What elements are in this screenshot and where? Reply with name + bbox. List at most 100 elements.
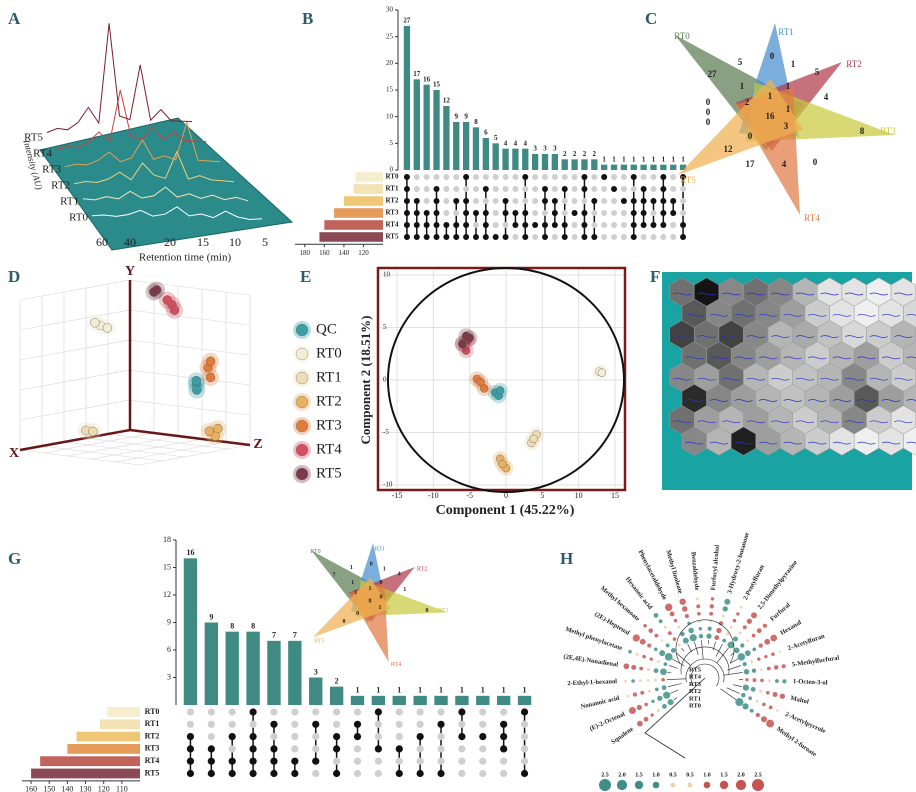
- bar: [413, 79, 420, 170]
- heat-dot: [662, 703, 667, 709]
- bar-label: 12: [443, 97, 451, 105]
- matrix-dot: [522, 210, 529, 216]
- y-tick-label: 0: [390, 166, 394, 174]
- bar: [472, 127, 480, 170]
- bar: [455, 695, 469, 705]
- legend-label: 1.5: [635, 772, 643, 778]
- x-tick-label: 20: [164, 235, 176, 249]
- y-tick-label: 30: [386, 6, 394, 14]
- codebook-line: [881, 356, 901, 360]
- matrix-dot: [660, 234, 667, 240]
- heat-dot: [733, 647, 740, 654]
- venn-count: 7: [333, 573, 336, 579]
- dendro-branch: [730, 652, 734, 656]
- grid-line: [19, 279, 131, 301]
- ring-label: RT5: [689, 666, 702, 673]
- heat-dot: [655, 687, 659, 692]
- venn-count: 0: [706, 97, 711, 107]
- codebook-line: [869, 335, 888, 338]
- matrix-dot: [395, 733, 403, 741]
- dendro-branch: [681, 647, 685, 652]
- ring-label: RT4: [689, 674, 702, 681]
- matrix-dot: [502, 234, 509, 240]
- heat-dot: [779, 693, 786, 699]
- matrix-dot: [561, 174, 568, 180]
- heat-dot: [649, 657, 653, 661]
- matrix-dot: [207, 769, 215, 778]
- matrix-dot: [611, 222, 618, 228]
- point: [102, 323, 113, 333]
- matrix-dot: [186, 708, 195, 716]
- matrix-dot: [680, 210, 687, 216]
- matrix-dot: [581, 234, 588, 240]
- codebook-line: [820, 335, 839, 338]
- codebook-line: [808, 441, 827, 445]
- heat-dot: [639, 666, 644, 671]
- point: [461, 346, 471, 355]
- legend-dot: [616, 779, 628, 791]
- heat-dot: [710, 597, 715, 601]
- heat-dot: [770, 634, 778, 642]
- heat-dot: [755, 699, 759, 703]
- matrix-dot: [312, 757, 320, 765]
- grid-line: [43, 432, 155, 454]
- matrix-dot: [680, 222, 687, 228]
- set-tick-label: 140: [339, 249, 350, 257]
- codebook-line: [845, 292, 864, 296]
- matrix-dot: [443, 222, 450, 228]
- heat-dot: [653, 678, 658, 682]
- heat-dot: [667, 699, 674, 706]
- y-tick-label: 5: [383, 323, 387, 331]
- venn-count: 1: [786, 104, 791, 114]
- heat-dot: [661, 677, 665, 682]
- matrix-dot: [472, 234, 479, 240]
- legend-swatch: [295, 323, 309, 337]
- matrix-dot: [512, 198, 519, 204]
- point: [480, 384, 489, 393]
- heat-dot: [623, 663, 630, 670]
- matrix-dot: [532, 234, 539, 240]
- bar-label: 2: [563, 150, 567, 158]
- matrix-dot: [458, 720, 466, 728]
- heat-dot: [764, 638, 771, 645]
- set-label: RT0: [145, 707, 160, 716]
- compound-label: 5-Methylfurfural: [792, 654, 840, 668]
- heat-dot: [698, 627, 702, 631]
- dendro-branch: [729, 658, 738, 664]
- chromatogram: [91, 206, 263, 221]
- bar: [660, 164, 667, 170]
- matrix-dot: [520, 757, 529, 765]
- codebook-line: [795, 377, 815, 381]
- heat-dot: [714, 635, 720, 641]
- matrix-dot: [458, 708, 466, 716]
- set-bar: [355, 172, 383, 182]
- matrix-dot: [228, 708, 236, 716]
- set-bar: [31, 768, 141, 779]
- heat-dot: [742, 684, 750, 691]
- heat-dot: [755, 712, 760, 718]
- set-bar: [324, 220, 383, 230]
- matrix-dot: [395, 708, 403, 716]
- dendro-branch: [701, 640, 704, 660]
- matrix-dot: [571, 198, 578, 204]
- matrix-dot: [443, 186, 450, 192]
- matrix-dot: [601, 198, 608, 204]
- heat-dot: [660, 639, 664, 642]
- heat-dot: [684, 614, 689, 619]
- matrix-dot: [650, 234, 657, 240]
- legend-dot: [752, 779, 764, 791]
- matrix-dot: [333, 720, 341, 728]
- heat-dot: [764, 654, 768, 659]
- venn-count: 0: [380, 580, 383, 586]
- y-tick-label: 18: [163, 535, 171, 544]
- heat-dot: [689, 634, 697, 642]
- x-tick-label: -5: [466, 491, 473, 500]
- matrix-dot: [463, 174, 470, 180]
- matrix-dot: [270, 708, 278, 716]
- heat-dot: [663, 691, 671, 699]
- matrix-dot: [640, 174, 647, 180]
- chromatogram: [82, 186, 249, 202]
- heat-dot: [782, 679, 787, 684]
- codebook-line: [771, 292, 790, 296]
- heat-dot: [775, 679, 779, 683]
